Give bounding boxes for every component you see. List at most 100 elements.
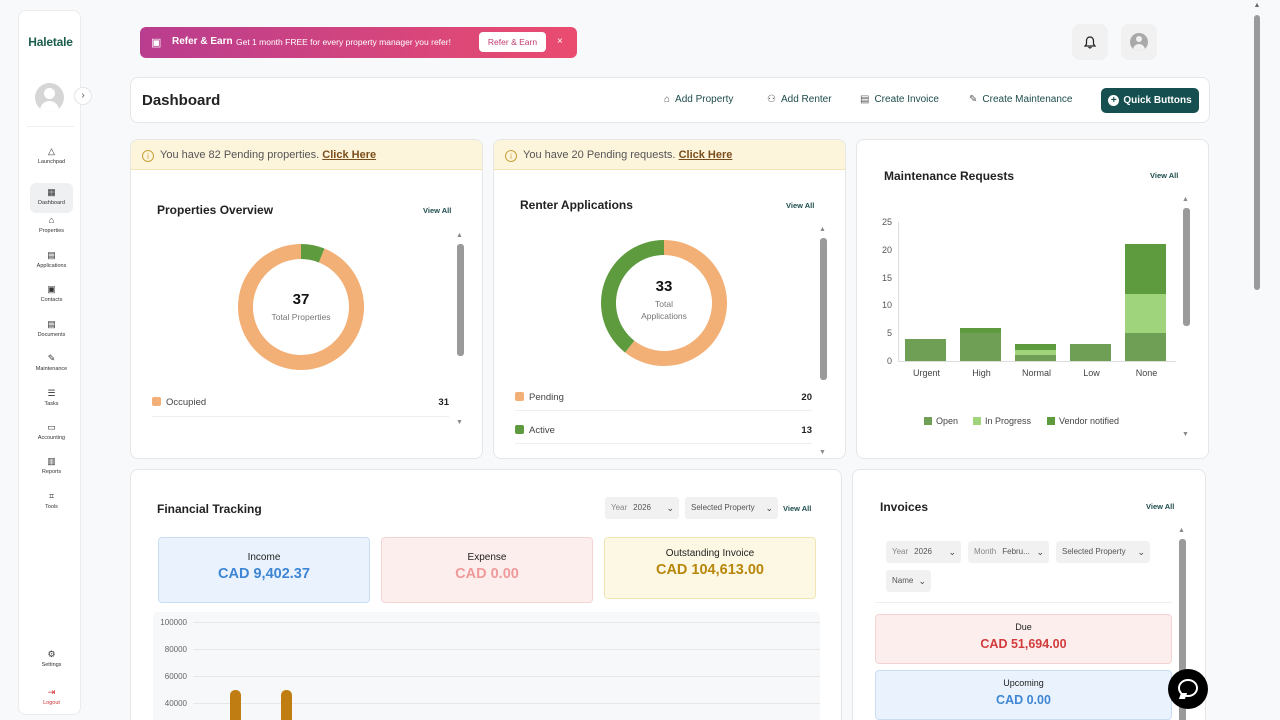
refer-earn-button[interactable]: Refer & Earn [479,32,546,52]
legend-value: 20 [801,392,812,403]
divider [515,443,812,444]
outstanding-invoice-stat: Outstanding Invoice CAD 104,613.00 [604,537,816,599]
alert-text: You have 82 Pending properties. [160,149,320,161]
page-scrollbar[interactable]: ▲ [1252,0,1262,720]
sidebar-item-dashboard[interactable]: ▦ Dashboard [30,183,73,213]
donut-center: 37 Total Properties [251,291,351,323]
sidebar-item-tools[interactable]: ⌗ Tools [30,487,73,517]
gift-icon: ▣ [151,37,162,49]
app-logo[interactable]: Haletale [28,35,73,49]
scroll-thumb[interactable] [1254,15,1260,290]
income-amount: CAD 9,402.37 [218,566,310,582]
sidebar-item-applications[interactable]: ▤ Applications [30,246,73,276]
sidebar-item-reports[interactable]: ▥ Reports [30,452,73,482]
total-properties-value: 37 [292,291,310,308]
legend-value: 31 [438,397,449,408]
sidebar-item-accounting[interactable]: ▭ Accounting [30,418,73,448]
create-invoice-button[interactable]: ▤ Create Invoice [860,94,939,105]
year-select[interactable]: Year 2026 ⌄ [605,497,679,519]
chat-button[interactable] [1168,669,1208,709]
sidebar-item-logout[interactable]: ⇥ Logout [30,683,73,713]
create-maintenance-button[interactable]: ✎ Create Maintenance [969,94,1072,105]
sidebar-item-properties[interactable]: ⌂ Properties [30,211,73,241]
scroll-up-icon[interactable]: ▲ [456,232,463,239]
profile-button[interactable] [1121,24,1157,60]
notifications-button[interactable] [1072,24,1108,60]
dashboard-header: Dashboard ⌂ Add Property ⚇ Add Renter ▤ Cre… [130,77,1210,123]
card-scrollbar[interactable]: ▲ ▼ [1182,196,1190,442]
financial-bar [230,689,241,720]
property-select[interactable]: Selected Property ⌄ [1056,541,1150,563]
sidebar-toggle-button[interactable]: › [74,87,92,105]
dashboard-icon: ▦ [47,187,56,197]
scroll-down-icon[interactable]: ▼ [819,449,826,456]
scroll-up-icon[interactable]: ▲ [819,226,826,233]
wrench-icon: ✎ [47,353,56,363]
add-renter-button[interactable]: ⚇ Add Renter [767,94,832,105]
view-all-link[interactable]: View All [783,504,812,513]
legend-label: Open [936,416,959,426]
expense-label: Expense [467,552,507,563]
scroll-down-icon[interactable]: ▼ [456,419,463,426]
legend-label: Vendor notified [1059,416,1120,426]
add-property-button[interactable]: ⌂ Add Property [664,94,733,105]
y-tick: 25 [881,217,892,227]
scroll-thumb[interactable] [1179,539,1186,720]
scroll-up-icon[interactable]: ▲ [1182,196,1189,203]
sidebar-item-label: Settings [41,662,62,668]
month-select[interactable]: Month Febru... ⌄ [968,541,1049,563]
sidebar-item-contacts[interactable]: ▣ Contacts [30,280,73,310]
due-label: Due [1015,622,1032,632]
filter-value: Name [892,576,914,585]
bar-none-in-progress [1125,294,1166,334]
upcoming-invoices[interactable]: Upcoming CAD 0.00 [875,670,1172,720]
user-avatar[interactable] [35,83,64,112]
donut-segment-active [601,240,664,353]
scroll-up-icon[interactable]: ▲ [1253,2,1261,9]
properties-overview-card: i You have 82 Pending properties. Click H… [130,139,483,459]
scroll-down-icon[interactable]: ▼ [1182,431,1189,438]
due-amount: CAD 51,694.00 [980,637,1067,651]
user-add-icon: ⚇ [767,94,776,105]
sidebar-item-label: Tools [45,504,58,510]
y-tick: 15 [881,273,892,283]
y-tick: 40000 [164,699,187,708]
card-title: Renter Applications [520,198,633,212]
sidebar-item-maintenance[interactable]: ✎ Maintenance [30,349,73,379]
click-here-link[interactable]: Click Here [678,149,733,161]
year-select[interactable]: Year 2026 ⌄ [886,541,961,563]
name-select[interactable]: Name ⌄ [886,570,931,592]
donut-segment-pending [625,240,727,366]
due-invoices[interactable]: Due CAD 51,694.00 [875,614,1172,664]
scroll-up-icon[interactable]: ▲ [1178,527,1185,534]
pending-properties-alert: i You have 82 Pending properties. Click H… [131,140,482,170]
divider [515,410,812,411]
create-maintenance-label: Create Maintenance [982,94,1073,105]
view-all-link[interactable]: View All [423,206,452,215]
legend-swatch [515,425,524,434]
scroll-thumb[interactable] [457,244,464,356]
x-tick-label: None [1135,368,1158,378]
refer-text: Get 1 month FREE for every property mana… [236,37,451,47]
property-select[interactable]: Selected Property ⌄ [685,497,778,519]
sidebar-item-launchpad[interactable]: △ Launchpad [30,142,73,172]
refer-title: Refer & Earn [172,36,233,47]
quick-buttons-button[interactable]: + Quick Buttons [1101,88,1199,113]
y-tick: 60000 [164,672,187,681]
sidebar-item-label: Launchpad [37,159,66,165]
legend-value: 13 [801,425,812,436]
close-icon[interactable]: × [557,36,563,47]
sidebar-item-tasks[interactable]: ☰ Tasks [30,384,73,414]
scroll-thumb[interactable] [1183,208,1190,326]
scroll-thumb[interactable] [820,238,827,380]
card-scrollbar[interactable]: ▲ ▼ [819,226,827,458]
view-all-link[interactable]: View All [786,201,815,210]
sidebar-item-settings[interactable]: ⚙ Settings [30,645,73,675]
gear-icon: ⚙ [47,649,56,659]
sidebar-item-documents[interactable]: ▤ Documents [30,315,73,345]
card-scrollbar[interactable]: ▲ ▼ [456,232,464,432]
view-all-link[interactable]: View All [1146,502,1175,511]
view-all-link[interactable]: View All [1150,171,1179,180]
click-here-link[interactable]: Click Here [322,149,377,161]
card-scrollbar[interactable]: ▲ [1178,527,1186,720]
